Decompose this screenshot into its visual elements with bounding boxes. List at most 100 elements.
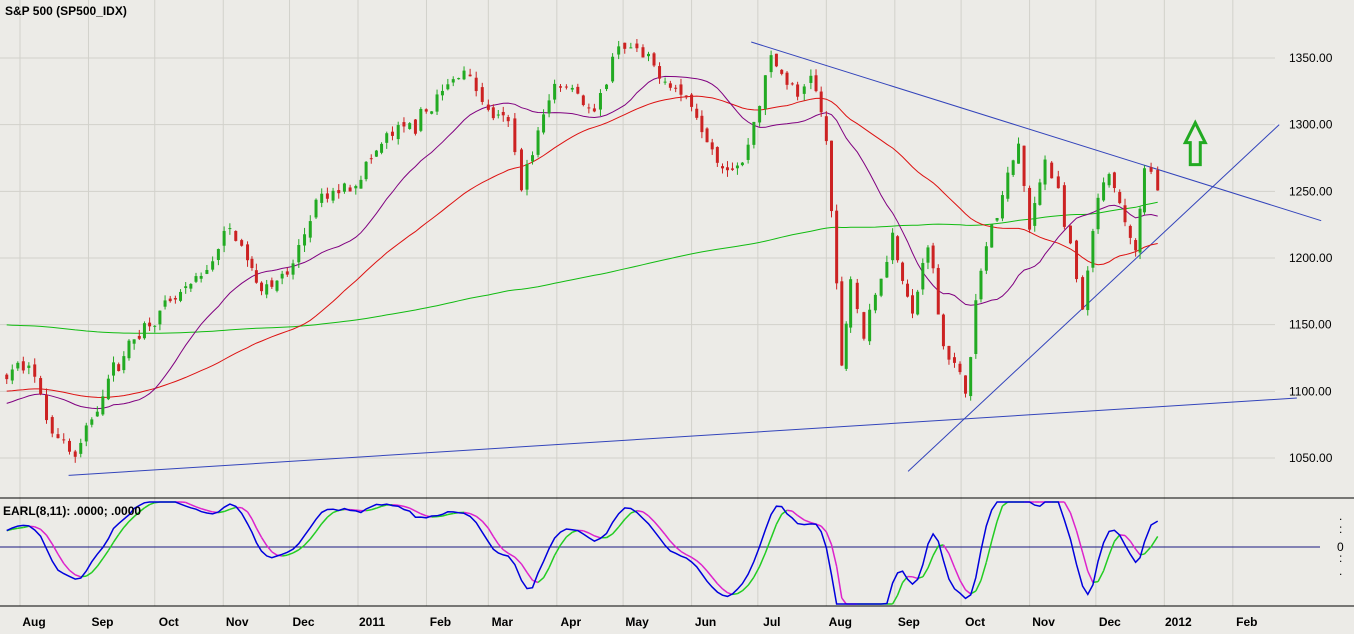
- candle-body: [74, 451, 77, 456]
- candle-body: [874, 295, 877, 311]
- osc-signal-segment: [47, 535, 53, 544]
- x-tick-label: Oct: [965, 615, 985, 629]
- candle-body: [148, 323, 151, 327]
- osc-signal-segment: [144, 505, 149, 508]
- candle-body: [1057, 176, 1060, 188]
- candle-body: [1033, 203, 1036, 226]
- osc-signal-segment: [267, 545, 272, 551]
- osc-signal-segment: [41, 529, 47, 535]
- trendlines: [69, 42, 1322, 475]
- axes: 1350.001300.001250.001200.001150.001100.…: [0, 51, 1354, 629]
- candle-body: [1118, 192, 1121, 203]
- candle-body: [1086, 271, 1089, 311]
- candle-body: [457, 78, 460, 79]
- candle-body: [664, 82, 667, 83]
- candle-body: [635, 44, 638, 49]
- osc-signal-segment: [448, 513, 453, 514]
- osc-tick-dot: .: [1339, 564, 1342, 578]
- osc-signal-segment: [191, 505, 196, 507]
- candle-body: [281, 274, 284, 279]
- candle-body: [891, 233, 894, 260]
- osc-signal-segment: [1098, 571, 1104, 582]
- candle-body: [1028, 188, 1031, 230]
- candle-body: [587, 107, 590, 108]
- y-tick-label: 1300.00: [1289, 118, 1333, 132]
- candle-body: [856, 283, 859, 309]
- x-tick-label: Jul: [763, 615, 780, 629]
- candle-body: [835, 211, 838, 284]
- osc-signal-segment: [912, 577, 917, 579]
- osc-signal-segment: [366, 510, 371, 511]
- osc-signal-segment: [521, 564, 527, 572]
- candle-body: [223, 231, 226, 246]
- candle-body: [402, 122, 405, 126]
- candle-body: [234, 231, 237, 241]
- osc-signal-segment: [371, 508, 376, 510]
- osc-signal-segment: [986, 541, 991, 562]
- candle-body: [397, 125, 400, 139]
- osc-signal-segment: [58, 554, 64, 563]
- x-tick-label: Aug: [829, 615, 852, 629]
- candle-body: [349, 187, 352, 191]
- candle-body: [452, 79, 455, 82]
- candle-body: [246, 244, 249, 260]
- candle-body: [1044, 160, 1047, 185]
- candle-body: [255, 270, 258, 283]
- candle-body: [582, 95, 585, 105]
- osc-tick-dot: :: [1339, 522, 1342, 536]
- candle-body: [33, 364, 36, 376]
- osc-signal-segment: [1077, 531, 1083, 553]
- candle-body: [79, 443, 82, 454]
- candle-body: [184, 286, 187, 288]
- candle-body: [463, 71, 466, 80]
- osc-signal-segment: [681, 551, 686, 554]
- candle-body: [695, 109, 698, 118]
- candle-body: [179, 292, 182, 301]
- candle-body: [849, 279, 852, 327]
- candle-body: [716, 147, 719, 163]
- candle-body: [921, 263, 924, 289]
- osc-signal-segment: [842, 598, 846, 604]
- candle-body: [947, 346, 950, 360]
- osc-signal-segment: [737, 591, 742, 594]
- osc-signal-segment: [86, 572, 92, 576]
- candle-body: [958, 364, 961, 372]
- candle-body: [520, 149, 523, 190]
- candle-body: [101, 396, 104, 414]
- candle-body: [228, 228, 231, 229]
- candle-body: [937, 268, 940, 315]
- candle-body: [158, 311, 161, 325]
- y-tick-label: 1200.00: [1289, 251, 1333, 265]
- candle-body: [690, 95, 693, 107]
- osc-signal-segment: [723, 589, 728, 593]
- candle-body: [1108, 174, 1111, 185]
- osc-signal-segment: [676, 547, 681, 552]
- osc-fast-line: [7, 502, 1158, 604]
- osc-signal-segment: [470, 514, 476, 517]
- osc-signal-segment: [637, 511, 643, 512]
- candle-body: [641, 47, 644, 57]
- candle-body: [605, 85, 608, 89]
- x-tick-label: Nov: [1032, 615, 1055, 629]
- candle-body: [169, 299, 172, 302]
- candle-body: [1113, 172, 1116, 188]
- osc-signal-segment: [589, 533, 595, 536]
- osc-signal-segment: [230, 507, 236, 509]
- candle-body: [68, 441, 71, 452]
- candle-body: [791, 83, 794, 84]
- osc-signal-segment: [256, 528, 261, 537]
- candle-body: [911, 295, 914, 313]
- candle-body: [51, 417, 54, 433]
- osc-signal-segment: [1088, 571, 1093, 582]
- candle-body: [537, 130, 540, 154]
- osc-signal-segment: [493, 536, 498, 544]
- candle-body: [211, 261, 214, 269]
- candle-body: [39, 378, 42, 394]
- x-tick-label: Nov: [226, 615, 249, 629]
- candle-body: [901, 263, 904, 281]
- candle-body: [292, 263, 295, 274]
- candle-body: [559, 86, 562, 87]
- candle-body: [85, 425, 88, 441]
